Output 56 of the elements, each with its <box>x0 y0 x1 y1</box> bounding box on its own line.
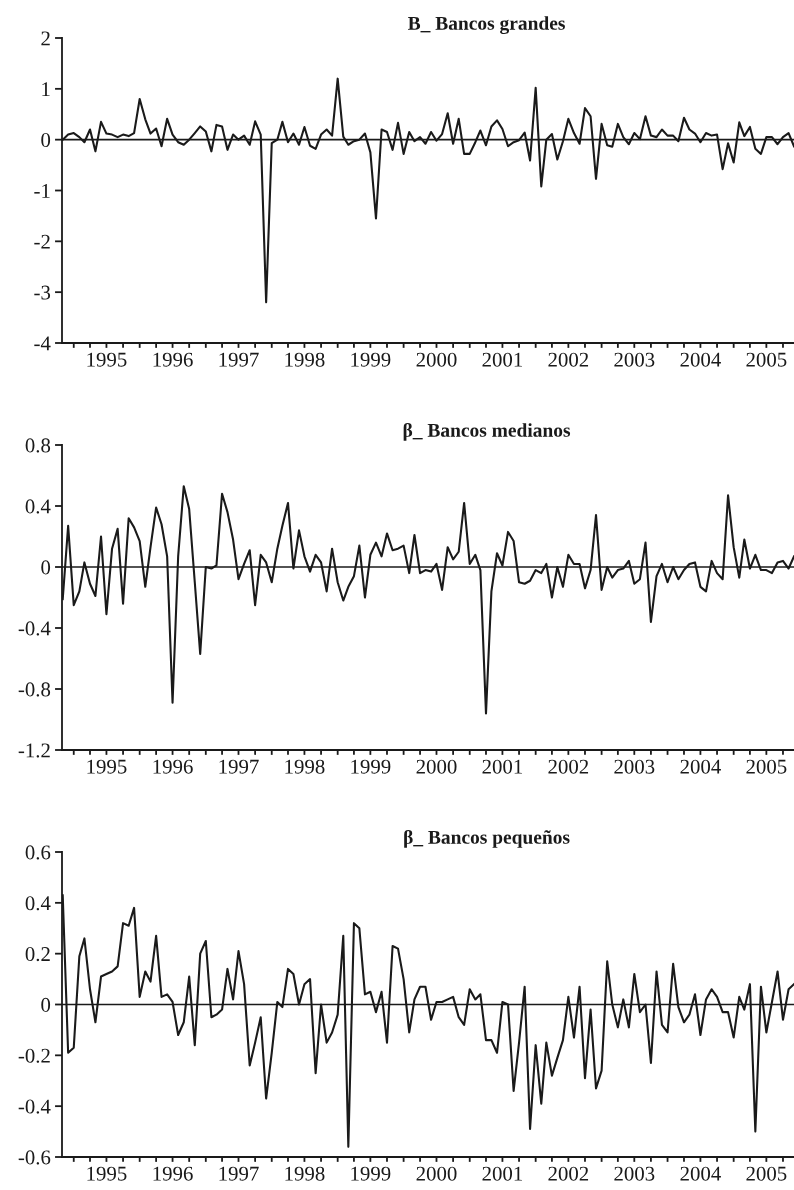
x-tick-label: 1999 <box>351 759 391 774</box>
x-tick-label: 2004 <box>680 759 721 774</box>
y-tick-label: 0.6 <box>25 845 51 860</box>
x-tick-label: 2002 <box>548 1166 589 1181</box>
y-tick-label: -1 <box>34 183 50 198</box>
x-tick-label: 2000 <box>416 352 457 367</box>
x-tick-label: 2003 <box>614 352 655 367</box>
x-tick-label: 2001 <box>482 1166 523 1181</box>
chart-title: β_ Bancos medianos <box>403 422 571 441</box>
y-tick-label: -0.8 <box>18 682 51 697</box>
x-tick-label: 2003 <box>614 1166 655 1181</box>
x-tick-label: 1995 <box>87 352 127 367</box>
x-tick-label: 1996 <box>153 759 193 774</box>
y-tick-label: 0 <box>41 997 51 1012</box>
chart-title: β_ Bancos pequeños <box>404 829 570 848</box>
x-tick-label: 1998 <box>285 352 325 367</box>
x-tick-label: 1997 <box>219 352 259 367</box>
x-tick-label: 2001 <box>482 352 523 367</box>
y-tick-label: -4 <box>34 336 51 351</box>
x-tick-label: 1998 <box>285 759 325 774</box>
y-tick-label: -0.2 <box>18 1048 50 1063</box>
x-tick-label: 2005 <box>746 352 787 367</box>
x-tick-label: 2005 <box>746 1166 787 1181</box>
y-tick-label: -3 <box>34 285 51 300</box>
x-tick-label: 2000 <box>416 759 457 774</box>
x-tick-label: 1997 <box>219 759 259 774</box>
x-tick-label: 2004 <box>680 352 721 367</box>
x-tick-label: 1997 <box>219 1166 259 1181</box>
y-tick-label: -0.4 <box>18 621 51 636</box>
chart-title: B_ Bancos grandes <box>408 16 565 34</box>
x-tick-label: 2000 <box>416 1166 457 1181</box>
x-tick-label: 2003 <box>614 759 655 774</box>
y-tick-label: 0.8 <box>25 438 51 453</box>
x-tick-label: 2001 <box>482 759 523 774</box>
x-tick-label: 1995 <box>87 759 127 774</box>
x-tick-label: 1999 <box>351 352 391 367</box>
y-tick-label: 0.4 <box>25 896 51 911</box>
y-tick-label: 2 <box>41 31 50 46</box>
y-tick-label: -2 <box>34 234 50 249</box>
x-tick-label: 2002 <box>548 759 589 774</box>
x-tick-label: 2004 <box>680 1166 721 1181</box>
y-tick-label: 0.4 <box>25 499 51 514</box>
x-tick-label: 2002 <box>548 352 589 367</box>
y-tick-label: 1 <box>42 82 50 97</box>
x-tick-label: 1995 <box>87 1166 127 1181</box>
y-tick-label: 0.2 <box>25 947 50 962</box>
x-tick-label: 1999 <box>351 1166 391 1181</box>
x-tick-label: 1998 <box>285 1166 325 1181</box>
y-tick-label: -0.4 <box>18 1099 51 1114</box>
x-tick-label: 1996 <box>153 352 193 367</box>
y-tick-label: 0 <box>41 560 51 575</box>
x-tick-label: 2005 <box>746 759 787 774</box>
y-tick-label: -1.2 <box>18 743 50 758</box>
y-tick-label: -0.6 <box>18 1150 51 1165</box>
x-tick-label: 1996 <box>153 1166 193 1181</box>
y-tick-label: 0 <box>41 133 51 148</box>
